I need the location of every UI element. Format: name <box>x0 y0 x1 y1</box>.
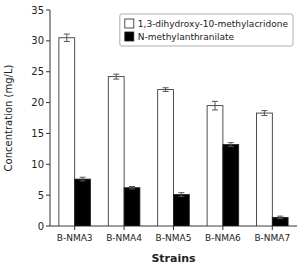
bar <box>108 77 124 226</box>
y-tick-label: 30 <box>31 35 44 46</box>
error-bar <box>163 88 169 92</box>
error-cap <box>228 146 234 147</box>
error-cap <box>228 142 234 143</box>
y-tick-label: 25 <box>31 66 44 77</box>
error-line <box>116 74 117 79</box>
bar <box>174 195 190 226</box>
x-tick <box>222 226 223 230</box>
x-axis-label: Strains <box>151 252 196 265</box>
y-tick-label: 35 <box>31 5 44 16</box>
chart: 05101520253035B-NMA3B-NMA4B-NMA5B-NMA6B-… <box>0 0 305 270</box>
legend-label: 1,3-dihydroxy-10-methylacridone <box>138 19 289 29</box>
bars <box>59 34 288 226</box>
error-cap <box>129 186 135 187</box>
error-bar <box>64 34 70 41</box>
y-tick <box>46 10 50 11</box>
error-cap <box>212 101 218 102</box>
x-tick <box>74 226 75 230</box>
legend-item: 1,3-dihydroxy-10-methylacridone <box>125 19 289 29</box>
error-cap <box>178 192 184 193</box>
error-cap <box>178 196 184 197</box>
x-tick-label: B-NMA5 <box>156 233 192 243</box>
error-line <box>165 88 166 92</box>
error-cap <box>212 109 218 110</box>
legend-swatch <box>125 19 134 28</box>
bar <box>158 90 174 226</box>
error-cap <box>163 87 169 88</box>
x-tick <box>173 226 174 230</box>
y-tick <box>46 226 50 227</box>
error-cap <box>64 41 70 42</box>
error-cap <box>277 216 283 217</box>
bar <box>223 145 239 226</box>
error-cap <box>80 180 86 181</box>
x-tick-label: B-NMA4 <box>106 233 142 243</box>
error-line <box>66 34 67 41</box>
x-tick <box>272 226 273 230</box>
legend: 1,3-dihydroxy-10-methylacridone N-methyla… <box>120 14 293 46</box>
error-line <box>214 101 215 110</box>
y-tick <box>46 164 50 165</box>
legend-box <box>120 14 293 46</box>
error-cap <box>129 188 135 189</box>
error-cap <box>277 218 283 219</box>
y-tick <box>46 133 50 134</box>
y-tick-label: 20 <box>31 97 44 108</box>
error-bar <box>261 111 267 116</box>
bar <box>272 217 288 226</box>
x-tick-label: B-NMA7 <box>254 233 290 243</box>
error-cap <box>261 115 267 116</box>
error-cap <box>163 91 169 92</box>
error-bar <box>113 74 119 79</box>
error-cap <box>261 110 267 111</box>
bar <box>75 179 91 226</box>
y-axis-line <box>50 10 51 226</box>
legend-swatch <box>125 32 134 41</box>
error-line <box>264 111 265 116</box>
error-bar <box>212 101 218 110</box>
x-tick-label: B-NMA6 <box>205 233 241 243</box>
y-tick-label: 5 <box>38 190 44 201</box>
y-tick <box>46 102 50 103</box>
error-cap <box>113 74 119 75</box>
bar <box>59 38 75 226</box>
bar <box>207 106 223 226</box>
y-tick-label: 0 <box>38 221 44 232</box>
error-line <box>181 193 182 197</box>
y-tick-label: 10 <box>31 159 44 170</box>
y-tick-label: 15 <box>31 128 44 139</box>
legend-item: N-methylanthranilate <box>125 32 235 42</box>
error-bar <box>228 143 234 147</box>
bar <box>256 113 272 226</box>
error-bar <box>178 193 184 197</box>
error-cap <box>80 177 86 178</box>
error-line <box>230 143 231 147</box>
y-axis: 0 5 10 15 20 25 30 35 <box>31 5 50 232</box>
error-cap <box>64 34 70 35</box>
legend-label: N-methylanthranilate <box>138 32 235 42</box>
bar <box>124 188 140 226</box>
error-bar <box>277 216 283 218</box>
x-axis: B-NMA3 B-NMA4 B-NMA5 B-NMA6 B-NMA7 <box>50 226 297 243</box>
x-tick-label: B-NMA3 <box>57 233 93 243</box>
error-bar <box>129 187 135 189</box>
error-line <box>82 177 83 181</box>
y-tick <box>46 40 50 41</box>
x-tick <box>124 226 125 230</box>
y-tick <box>46 71 50 72</box>
y-axis-label: Concentration (mg/L) <box>3 65 14 172</box>
y-tick <box>46 195 50 196</box>
error-cap <box>113 79 119 80</box>
error-bar <box>80 177 86 181</box>
